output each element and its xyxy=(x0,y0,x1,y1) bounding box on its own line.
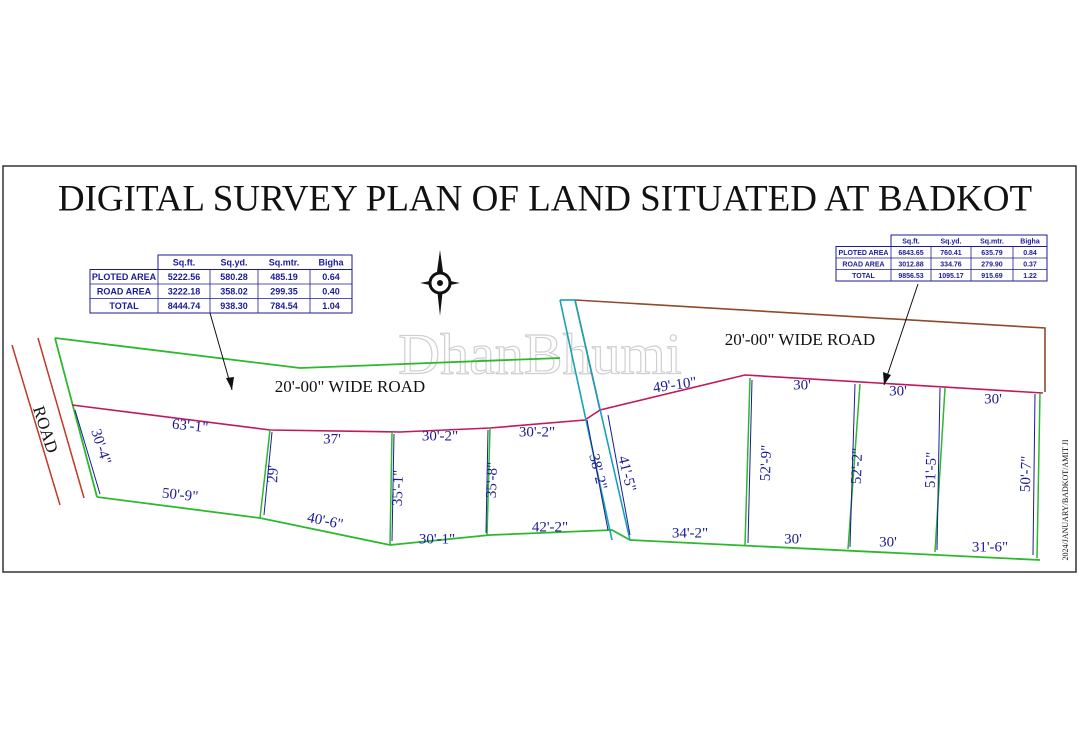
dimension-label: 49'-10" xyxy=(652,374,698,396)
table-cell: 1.22 xyxy=(1023,273,1037,280)
table-cell: 485.19 xyxy=(270,272,298,282)
table-header: Sq.yd. xyxy=(940,239,961,246)
dimension-label: 50'-7" xyxy=(1018,456,1035,493)
boundary xyxy=(574,299,1046,392)
table-cell: 3012.88 xyxy=(898,262,923,269)
dimension-label: 50'-9" xyxy=(161,486,199,506)
table-cell: TOTAL xyxy=(852,273,875,280)
dimension-label: 51'-5" xyxy=(923,452,940,489)
dimension-label: 52'-2" xyxy=(849,448,866,485)
table-header: Bigha xyxy=(1020,239,1040,246)
table-cell: 299.35 xyxy=(270,287,298,297)
table-cell: 5222.56 xyxy=(168,272,201,282)
table-cell: TOTAL xyxy=(109,301,139,311)
dimension-label: 30' xyxy=(889,383,907,399)
dimension-label: 35'-8" xyxy=(484,462,501,499)
dimension-label: 31'-6" xyxy=(972,539,1008,555)
table-header: Sq.mtr. xyxy=(269,258,300,268)
table-header: Bigha xyxy=(318,258,344,268)
title: DIGITAL SURVEY PLAN OF LAND SITUATED AT … xyxy=(58,178,1032,219)
table-header: Sq.ft. xyxy=(173,258,196,268)
table-cell: 0.40 xyxy=(322,287,340,297)
table-cell: 0.37 xyxy=(1023,262,1037,269)
table-cell: 1.04 xyxy=(322,301,340,311)
table-cell: 915.69 xyxy=(981,273,1003,280)
dimension-label: 34'-2" xyxy=(672,525,708,541)
pointer xyxy=(883,283,919,386)
table-cell: 0.64 xyxy=(322,272,340,282)
table-frame xyxy=(835,246,1048,282)
dimension-label: 63'-1" xyxy=(171,417,209,437)
boundary xyxy=(54,337,561,369)
table-cell: 0.84 xyxy=(1023,250,1037,257)
road-edge xyxy=(574,299,631,541)
road-edge xyxy=(559,299,613,541)
table-cell: 3222.18 xyxy=(168,287,201,297)
plot-front-line xyxy=(71,374,1044,433)
dimension-label: 30' xyxy=(793,377,811,393)
table-cell: ROAD AREA xyxy=(97,287,152,297)
table-cell: 580.28 xyxy=(220,272,248,282)
road-width-label: 20'-00" WIDE ROAD xyxy=(725,330,875,349)
dimension-label: 35'-1" xyxy=(390,470,407,507)
pointer xyxy=(209,312,233,391)
table-cell: 358.02 xyxy=(220,287,248,297)
pointer-head xyxy=(883,372,891,385)
table-cell: 279.90 xyxy=(981,262,1003,269)
table-cell: 334.76 xyxy=(940,262,962,269)
dimension-label: 30' xyxy=(984,391,1002,407)
dimension-label: 40'-6" xyxy=(306,510,345,533)
table-cell: 8444.74 xyxy=(168,301,201,311)
road-edge xyxy=(11,344,61,506)
dimension-label: 30'-2" xyxy=(519,424,555,440)
dimension-label: 29' xyxy=(265,465,282,484)
compass xyxy=(420,250,460,316)
dimension-label: 30' xyxy=(879,534,897,550)
frame xyxy=(2,165,1077,573)
measure-lines xyxy=(74,379,1036,556)
table-cell: 6843.65 xyxy=(898,250,923,257)
dimension-label: 42'-2" xyxy=(532,519,568,535)
dimension-label: 30'-1" xyxy=(419,531,455,547)
table-cell: 938.30 xyxy=(220,301,248,311)
watermark: DhanBhumi xyxy=(398,321,682,386)
dimension-label: 30' xyxy=(784,531,802,547)
dimension-label: 37' xyxy=(323,431,341,447)
road-width-label: 20'-00" WIDE ROAD xyxy=(275,377,425,396)
table-cell: 9856.53 xyxy=(898,273,923,280)
pointer-head xyxy=(226,377,234,390)
table-frame xyxy=(89,269,353,314)
table-cell: ROAD AREA xyxy=(842,262,884,269)
table-cell: PLOTED AREA xyxy=(839,250,889,257)
table-header: Sq.ft. xyxy=(902,239,920,246)
reference: 2024/JANUARY/BADKOT/AMIT JI xyxy=(1061,439,1070,560)
table-header: Sq.mtr. xyxy=(980,239,1004,246)
table-cell: 784.54 xyxy=(270,301,298,311)
table-cell: 1095.17 xyxy=(938,273,963,280)
table-header: Sq.yd. xyxy=(220,258,247,268)
dimension-label: 52'-9" xyxy=(758,445,775,482)
table-cell: 635.79 xyxy=(981,250,1003,257)
table-cell: 760.41 xyxy=(940,250,962,257)
plot-dividers xyxy=(259,377,1041,559)
dimension-label: 30'-2" xyxy=(422,428,458,444)
road-edge xyxy=(37,337,85,499)
table-cell: PLOTED AREA xyxy=(92,272,157,282)
boundary xyxy=(54,337,98,498)
